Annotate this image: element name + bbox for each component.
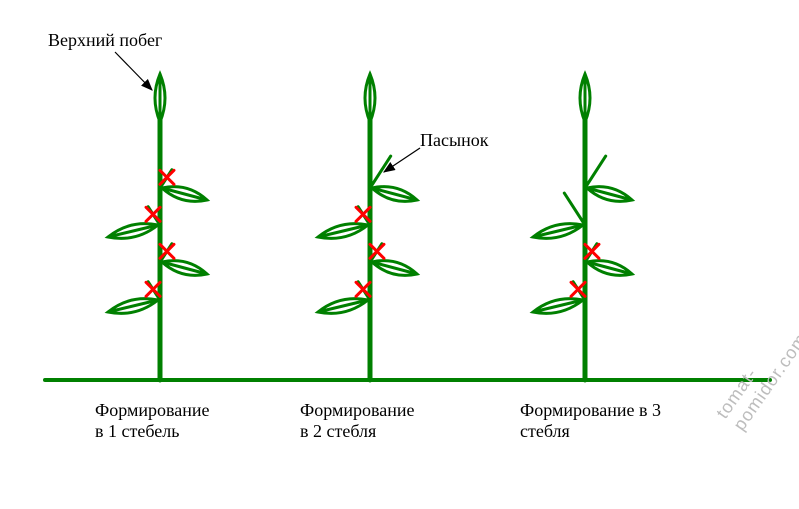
label-top-shoot: Верхний побег	[48, 30, 162, 51]
caption-1-stem: Формирование в 1 стебель	[95, 400, 209, 442]
label-sucker: Пасынок	[420, 130, 488, 151]
diagram-stage: Верхний побег Пасынок Формирование в 1 с…	[0, 0, 799, 509]
caption-3-stems: Формирование в 3 стебля	[520, 400, 661, 442]
caption-2-stems: Формирование в 2 стебля	[300, 400, 414, 442]
